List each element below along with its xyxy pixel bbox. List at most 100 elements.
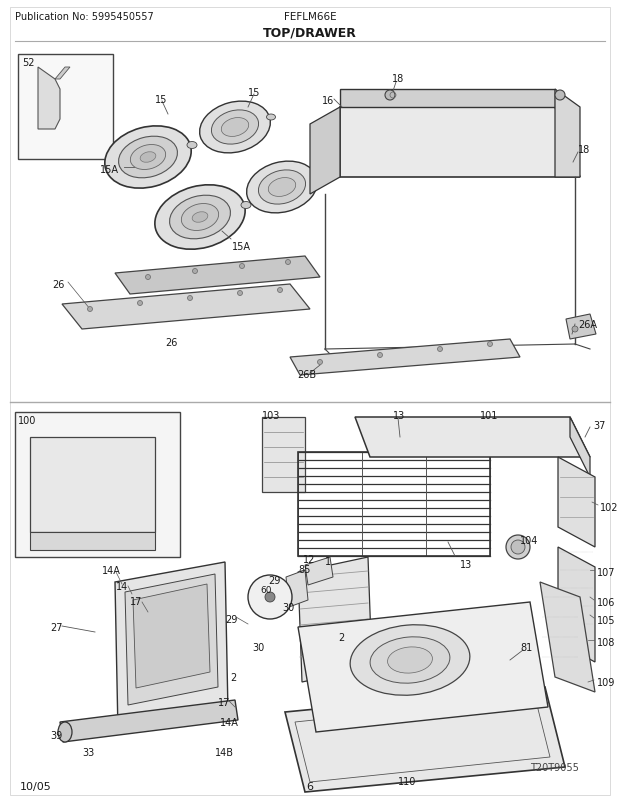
Text: 13: 13 — [393, 411, 405, 420]
Text: 106: 106 — [597, 597, 616, 607]
Ellipse shape — [169, 196, 231, 240]
Polygon shape — [355, 418, 590, 457]
Text: 14A: 14A — [220, 717, 239, 727]
Ellipse shape — [155, 185, 245, 250]
Ellipse shape — [211, 111, 259, 145]
Ellipse shape — [140, 152, 156, 163]
Text: 2: 2 — [230, 672, 236, 683]
Bar — [18, 55, 113, 160]
Text: 85: 85 — [298, 565, 311, 574]
Text: 30: 30 — [282, 602, 294, 612]
Circle shape — [385, 91, 395, 101]
Text: 102: 102 — [600, 502, 619, 512]
Circle shape — [378, 353, 383, 358]
Text: 6: 6 — [306, 781, 314, 791]
Circle shape — [239, 264, 244, 269]
Ellipse shape — [350, 625, 470, 695]
Polygon shape — [133, 585, 210, 688]
Polygon shape — [558, 547, 595, 662]
Text: Publication No: 5995450557: Publication No: 5995450557 — [15, 12, 154, 22]
Text: 29: 29 — [268, 575, 280, 585]
Ellipse shape — [388, 647, 432, 673]
Text: 26A: 26A — [578, 320, 597, 330]
Circle shape — [192, 269, 198, 274]
Text: 81: 81 — [520, 642, 532, 652]
Polygon shape — [62, 285, 310, 330]
Text: 15: 15 — [155, 95, 167, 105]
Circle shape — [237, 291, 242, 296]
Ellipse shape — [181, 205, 219, 231]
Circle shape — [506, 535, 530, 559]
Text: 26: 26 — [165, 338, 177, 347]
Text: 26B: 26B — [297, 370, 316, 379]
Text: 10/05: 10/05 — [20, 781, 51, 791]
Text: 104: 104 — [520, 535, 538, 545]
Polygon shape — [115, 562, 228, 732]
Text: 60: 60 — [260, 585, 272, 594]
Polygon shape — [310, 107, 340, 195]
Text: 26: 26 — [52, 280, 64, 290]
Polygon shape — [290, 339, 520, 375]
Circle shape — [87, 307, 92, 312]
Circle shape — [138, 301, 143, 306]
Text: 103: 103 — [262, 411, 280, 420]
Ellipse shape — [247, 162, 317, 213]
Polygon shape — [38, 68, 60, 130]
Circle shape — [572, 326, 578, 333]
Polygon shape — [286, 570, 308, 607]
Text: 52: 52 — [22, 58, 35, 68]
Ellipse shape — [267, 115, 275, 121]
Polygon shape — [55, 68, 70, 80]
Circle shape — [265, 592, 275, 602]
Circle shape — [187, 296, 192, 301]
Ellipse shape — [105, 127, 191, 189]
Text: 107: 107 — [597, 567, 616, 577]
Polygon shape — [115, 257, 320, 294]
Text: 14B: 14B — [215, 747, 234, 757]
Text: 2: 2 — [338, 632, 344, 642]
Polygon shape — [262, 418, 305, 492]
Polygon shape — [558, 457, 595, 547]
Text: FEFLM66E: FEFLM66E — [284, 12, 336, 22]
Circle shape — [146, 275, 151, 280]
Bar — [15, 412, 180, 557]
Polygon shape — [540, 582, 595, 692]
Ellipse shape — [118, 137, 177, 179]
Polygon shape — [298, 602, 548, 732]
Polygon shape — [298, 557, 372, 683]
Ellipse shape — [268, 178, 296, 197]
Text: 39: 39 — [50, 730, 62, 740]
Circle shape — [285, 260, 291, 265]
Text: 1: 1 — [325, 557, 331, 566]
Polygon shape — [340, 90, 555, 107]
Text: 110: 110 — [398, 776, 417, 786]
Text: 33: 33 — [82, 747, 94, 757]
Text: 18: 18 — [578, 145, 590, 155]
Ellipse shape — [58, 722, 72, 742]
Circle shape — [248, 575, 292, 619]
Polygon shape — [60, 700, 238, 742]
Ellipse shape — [259, 171, 306, 205]
Polygon shape — [555, 90, 580, 178]
Text: 12: 12 — [303, 554, 316, 565]
Text: 29: 29 — [225, 614, 237, 624]
Text: 101: 101 — [480, 411, 498, 420]
Ellipse shape — [200, 102, 270, 154]
Text: 108: 108 — [597, 638, 616, 647]
Text: 14: 14 — [116, 581, 128, 591]
Text: 15A: 15A — [232, 241, 251, 252]
Polygon shape — [125, 574, 218, 705]
Text: 100: 100 — [18, 415, 37, 426]
Circle shape — [487, 342, 492, 347]
Text: 14A: 14A — [102, 565, 121, 575]
Ellipse shape — [221, 119, 249, 137]
Polygon shape — [570, 418, 590, 477]
Text: 16: 16 — [322, 96, 334, 106]
Circle shape — [555, 91, 565, 101]
Text: 18: 18 — [392, 74, 404, 84]
Polygon shape — [305, 557, 333, 585]
Text: 17: 17 — [130, 596, 143, 606]
Text: 30: 30 — [252, 642, 264, 652]
Text: 27: 27 — [50, 622, 63, 632]
Ellipse shape — [192, 213, 208, 223]
